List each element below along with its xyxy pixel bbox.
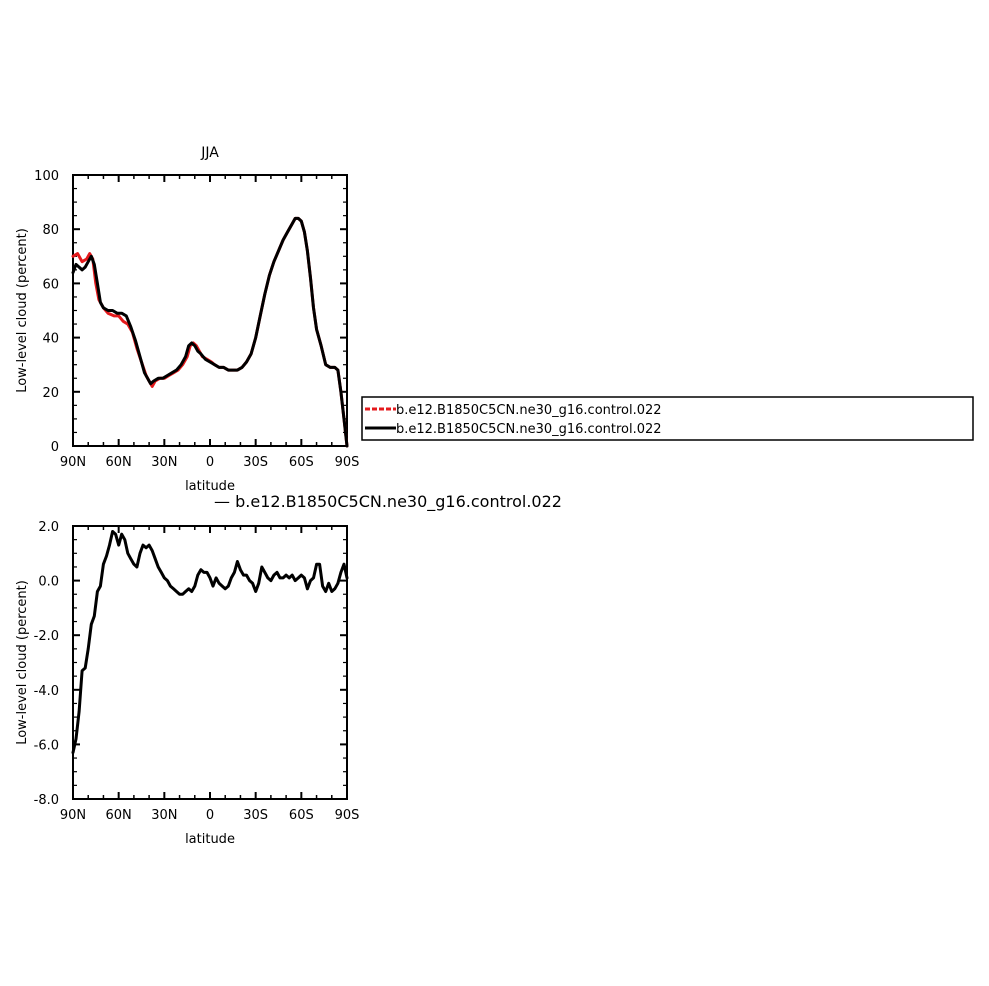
y-tick-label: -8.0 bbox=[34, 793, 59, 808]
x-axis-label: latitude bbox=[185, 832, 235, 847]
y-tick-label: 100 bbox=[34, 169, 59, 184]
x-tick-label: 60N bbox=[106, 808, 132, 823]
series-line bbox=[71, 530, 349, 755]
y-tick-label: 20 bbox=[42, 386, 59, 401]
y-tick-label: 80 bbox=[42, 223, 59, 238]
x-axis-label: latitude bbox=[185, 479, 235, 494]
x-tick-label: 90S bbox=[335, 455, 360, 470]
legend-box bbox=[361, 396, 974, 441]
x-tick-label: 90N bbox=[60, 808, 86, 823]
y-tick-label: -4.0 bbox=[34, 684, 59, 699]
x-tick-label: 30S bbox=[243, 808, 268, 823]
x-tick-label: 60S bbox=[289, 455, 314, 470]
x-tick-label: 30N bbox=[151, 808, 177, 823]
x-tick-label: 90N bbox=[60, 455, 86, 470]
y-tick-label: 2.0 bbox=[38, 520, 59, 535]
y-tick-label: -2.0 bbox=[34, 629, 59, 644]
x-tick-label: 0 bbox=[206, 455, 214, 470]
x-tick-label: 0 bbox=[206, 808, 214, 823]
top-panel: JJA 90N 60N 30N 0 30S 60S 90S 0 20 40 60 80 100 latitu… bbox=[15, 145, 359, 494]
x-tick-label: 90S bbox=[335, 808, 360, 823]
x-tick-label: 30N bbox=[151, 455, 177, 470]
x-tick-label: 30S bbox=[243, 455, 268, 470]
series-line bbox=[71, 216, 349, 448]
y-tick-label: 0 bbox=[51, 440, 59, 455]
legend-label: b.e12.B1850C5CN.ne30_g16.control.022 bbox=[396, 403, 662, 418]
chart-title: — b.e12.B1850C5CN.ne30_g16.control.022 bbox=[214, 492, 562, 512]
y-tick-label: 60 bbox=[42, 277, 59, 292]
plot-frame bbox=[72, 525, 348, 800]
chart-title: JJA bbox=[200, 145, 219, 161]
bottom-panel: — b.e12.B1850C5CN.ne30_g16.control.022 90… bbox=[15, 492, 562, 847]
series-line bbox=[71, 216, 349, 448]
x-tick-label: 60N bbox=[106, 455, 132, 470]
y-axis-label: Low-level cloud (percent) bbox=[15, 228, 30, 393]
y-tick-label: -6.0 bbox=[34, 738, 59, 753]
y-axis-label: Low-level cloud (percent) bbox=[15, 580, 30, 745]
x-tick-label: 60S bbox=[289, 808, 314, 823]
y-tick-label: 40 bbox=[42, 332, 59, 347]
y-tick-label: 0.0 bbox=[38, 575, 59, 590]
legend: b.e12.B1850C5CN.ne30_g16.control.022 b.e1… bbox=[361, 396, 974, 441]
legend-label: b.e12.B1850C5CN.ne30_g16.control.022 bbox=[396, 422, 662, 437]
